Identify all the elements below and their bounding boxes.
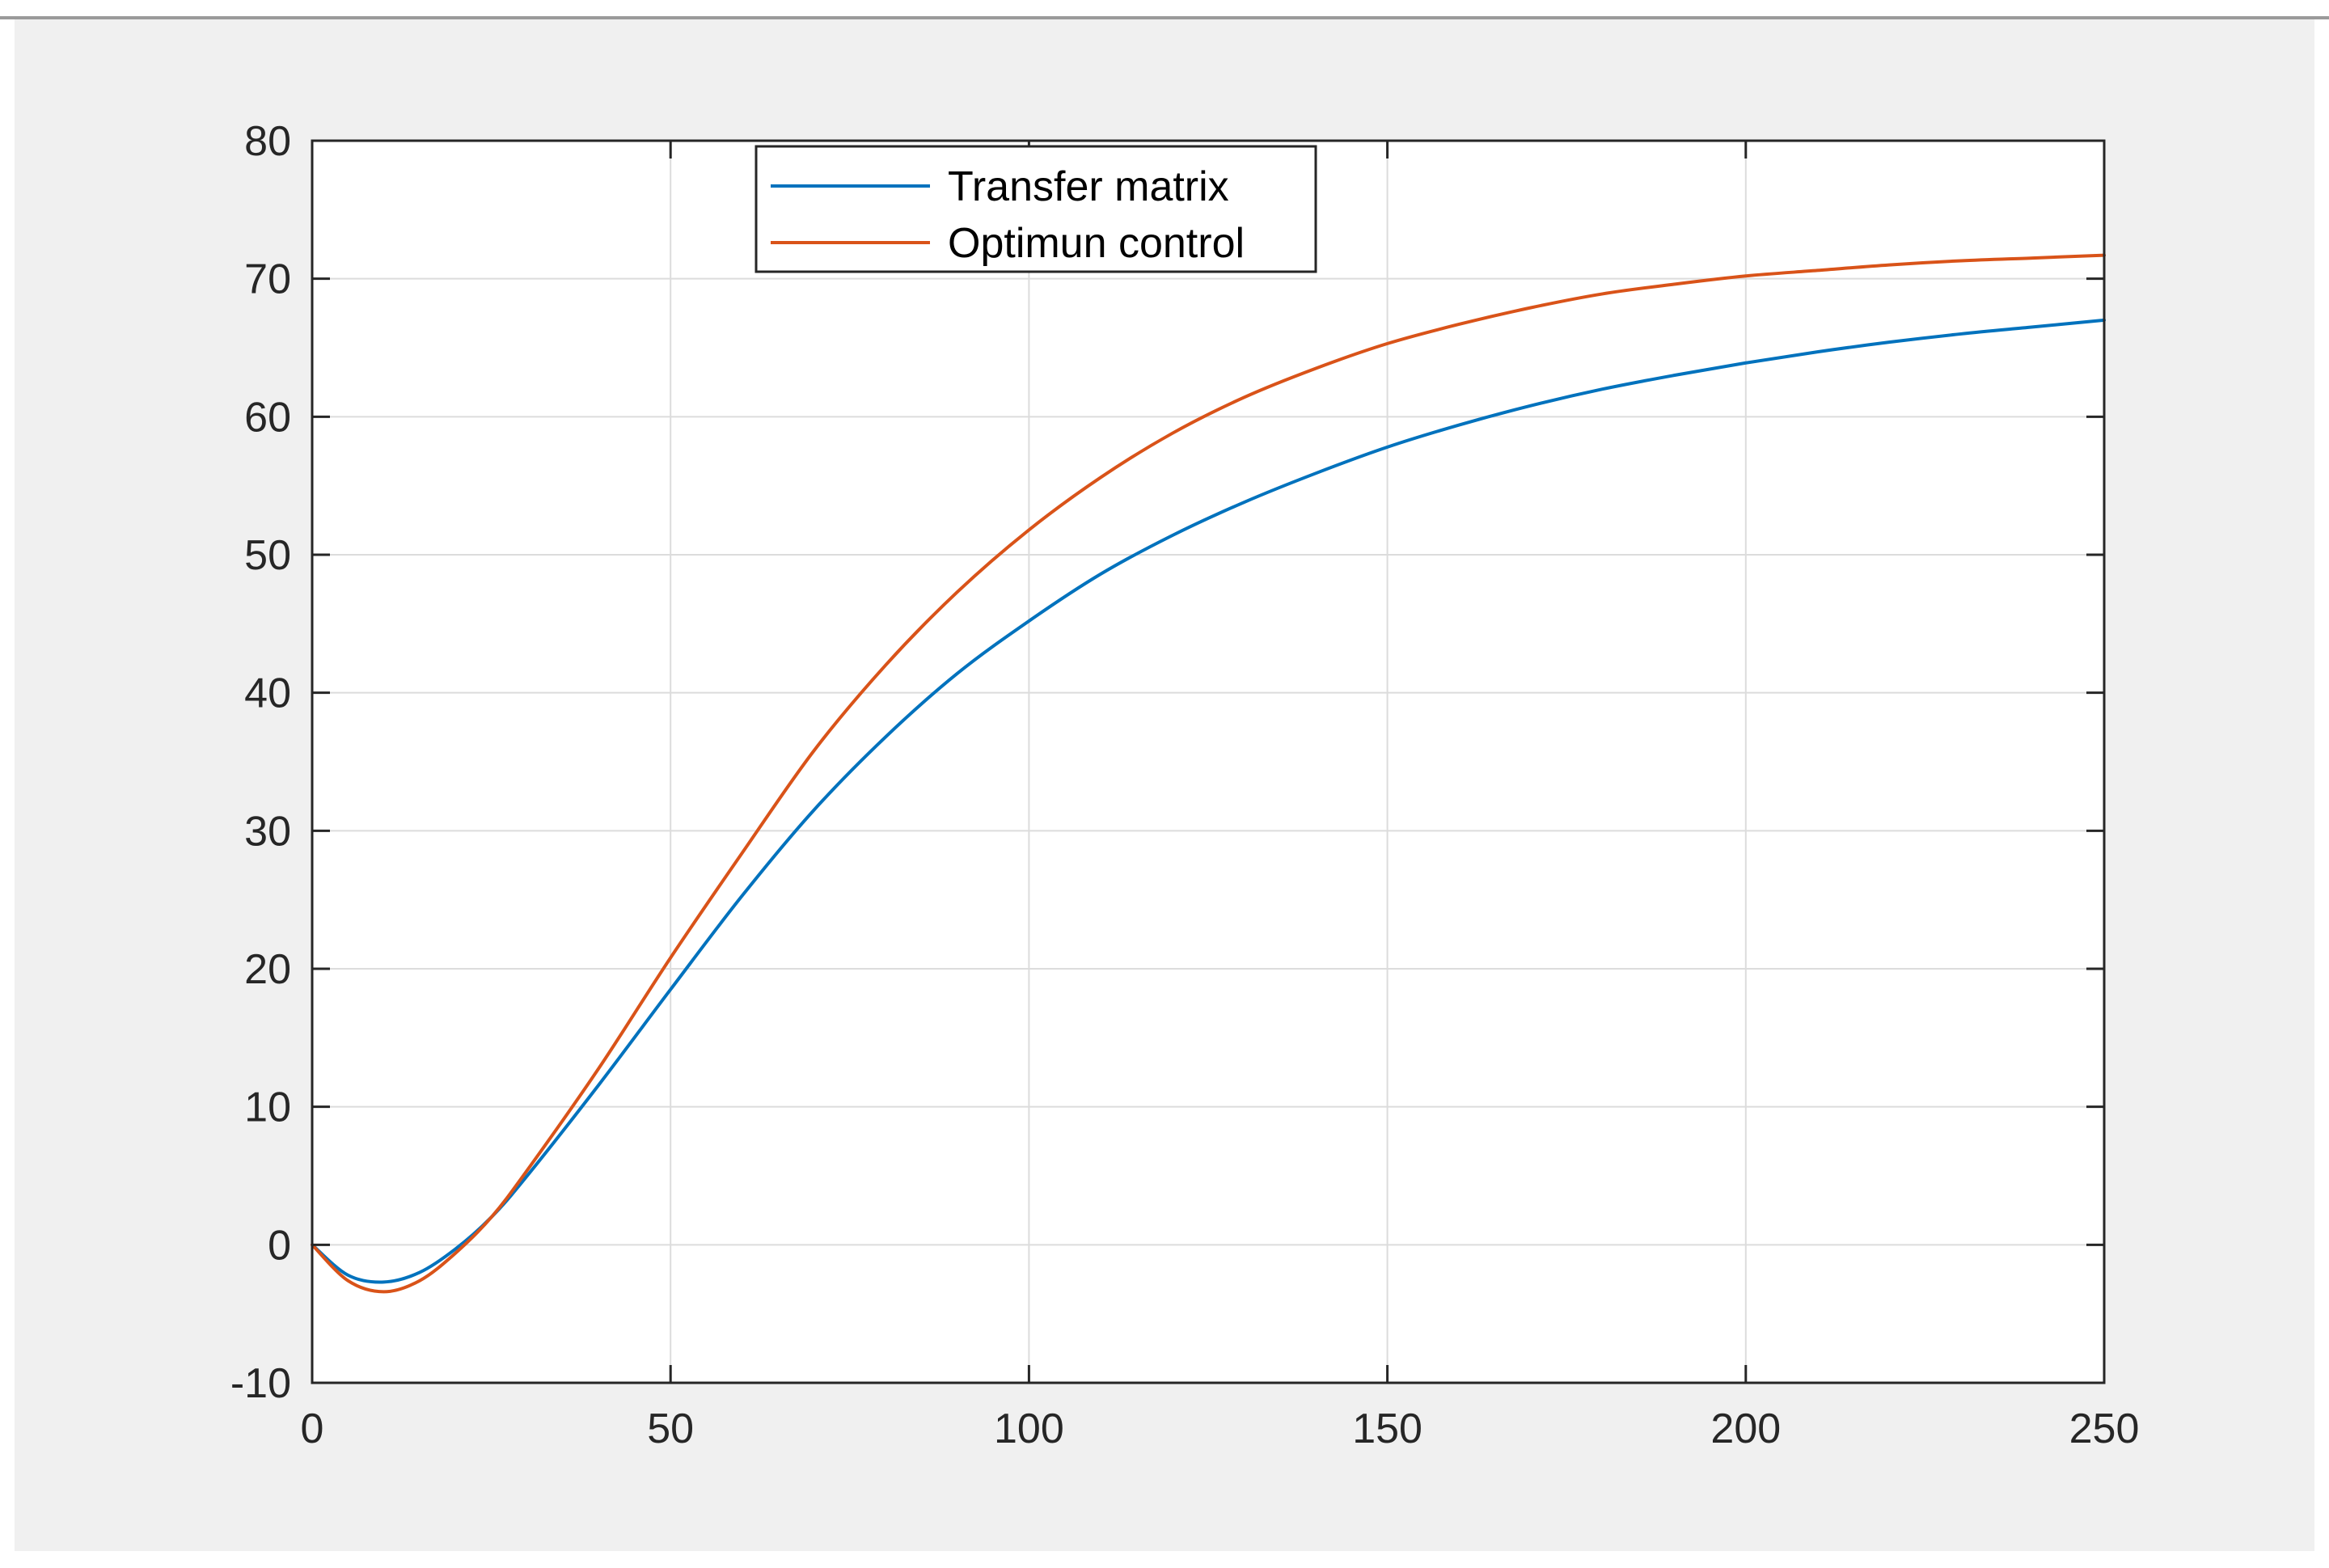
y-tick-label: 60 <box>244 394 291 441</box>
y-tick-label: 70 <box>244 256 291 303</box>
y-tick-label: 40 <box>244 670 291 717</box>
grid-lines <box>312 141 2104 1383</box>
x-tick-labels: 0 50 100 150 200 250 <box>301 1405 2140 1452</box>
series-lines <box>311 253 2106 1294</box>
x-tick-label: 150 <box>1352 1405 1422 1452</box>
legend-label: Transfer matrix <box>948 163 1229 210</box>
plot-border <box>311 139 2106 1384</box>
x-tick-label: 50 <box>647 1405 694 1452</box>
legend-box <box>754 145 1317 273</box>
series-line-optimun-control <box>311 253 2106 1294</box>
y-tick-label: 20 <box>244 946 291 993</box>
x-tick-label: 200 <box>1710 1405 1781 1452</box>
plot-area <box>312 141 2104 1383</box>
y-tick-label: -10 <box>230 1360 291 1407</box>
x-tick-label: 100 <box>994 1405 1064 1452</box>
y-tick-label: 80 <box>244 118 291 165</box>
legend-label: Optimun control <box>948 220 1245 267</box>
legend: Transfer matrix Optimun control <box>754 145 1317 273</box>
axis-ticks <box>311 139 2106 1384</box>
x-tick-label: 0 <box>301 1405 324 1452</box>
y-tick-label: 50 <box>244 532 291 579</box>
top-divider <box>0 16 2329 19</box>
y-tick-labels: -10 0 10 20 30 40 50 60 70 80 <box>230 118 291 1407</box>
y-tick-label: 0 <box>268 1222 291 1269</box>
y-tick-label: 10 <box>244 1084 291 1131</box>
series-line-transfer-matrix <box>311 318 2106 1284</box>
x-tick-label: 250 <box>2069 1405 2140 1452</box>
y-tick-label: 30 <box>244 808 291 855</box>
